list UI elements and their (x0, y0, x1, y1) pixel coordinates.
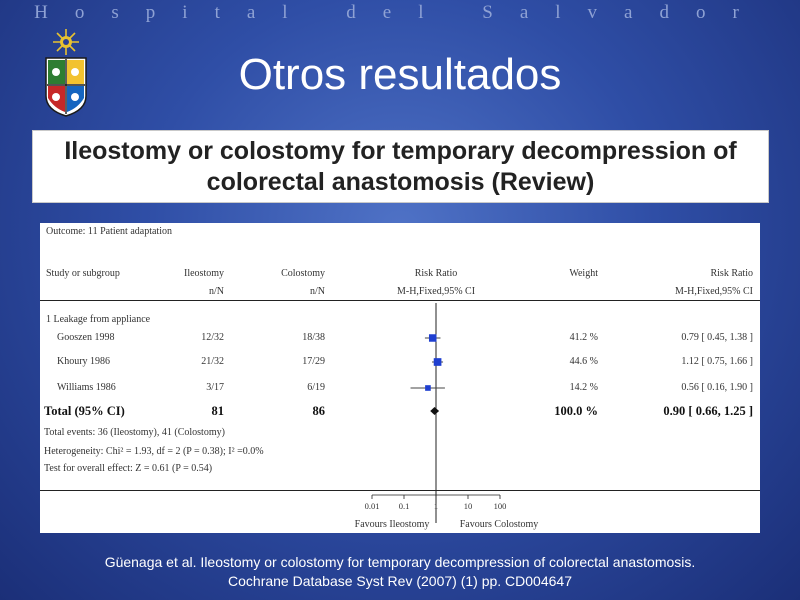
effect-marker (433, 358, 442, 366)
citation-line-2: Cochrane Database Syst Rev (2007) (1) pp… (228, 573, 572, 589)
study-risk-ratio: 0.79 [ 0.45, 1.38 ] (681, 332, 753, 343)
favours-colostomy-label: Favours Colostomy (459, 519, 539, 530)
ileostomy-events: 12/32 (201, 332, 224, 343)
forest-plot-graphic: 0.01 0.1 1 10 100 (365, 303, 507, 523)
study-name: Khoury 1986 (57, 356, 111, 367)
colostomy-events: 17/29 (302, 356, 325, 367)
header-ileostomy: Ileostomy (184, 268, 224, 279)
study-risk-ratio: 1.12 [ 0.75, 1.66 ] (681, 356, 753, 367)
subgroup-label: 1 Leakage from appliance (46, 314, 151, 325)
header-colostomy: Colostomy (281, 268, 325, 279)
axis-tick-label: 100 (494, 501, 507, 511)
axis-tick-label: 0.01 (365, 501, 380, 511)
review-title-box: Ileostomy or colostomy for temporary dec… (32, 130, 769, 203)
study-name: Gooszen 1998 (57, 332, 115, 343)
footer-rule (40, 490, 760, 491)
total-events: Total events: 36 (Ileostomy), 41 (Colost… (44, 427, 225, 438)
header-ileostomy-sub: n/N (209, 286, 224, 297)
sun-emblem (53, 29, 79, 55)
study-weight: 41.2 % (569, 332, 598, 343)
header-risk-ratio-method-2: M-H,Fixed,95% CI (674, 286, 753, 297)
colostomy-events: 18/38 (302, 332, 325, 343)
header-weight: Weight (569, 268, 598, 279)
total-label: Total (95% CI) (44, 404, 125, 418)
total-weight: 100.0 % (554, 404, 598, 418)
ileostomy-events: 21/32 (201, 356, 224, 367)
header-risk-ratio-method: M-H,Fixed,95% CI (396, 286, 476, 297)
crest-shield (45, 57, 87, 117)
total-diamond (430, 407, 440, 415)
colostomy-events: 6/19 (307, 382, 325, 393)
axis-tick-label: 0.1 (399, 501, 410, 511)
overall-effect: Test for overall effect: Z = 0.61 (P = 0… (44, 463, 213, 474)
total-risk-ratio: 0.90 [ 0.66, 1.25 ] (663, 404, 753, 418)
study-name: Williams 1986 (57, 382, 116, 393)
university-crest-logo (45, 29, 87, 117)
outcome-label: Outcome: 11 Patient adaptation (46, 226, 172, 237)
header-risk-ratio-2: Risk Ratio (710, 268, 753, 279)
citation-line-1: Güenaga et al. Ileostomy or colostomy fo… (104, 554, 696, 570)
study-weight: 14.2 % (569, 382, 598, 393)
effect-marker (428, 334, 437, 342)
effect-marker (425, 385, 431, 391)
total-colostomy: 86 (312, 404, 326, 418)
study-risk-ratio: 0.56 [ 0.16, 1.90 ] (681, 382, 753, 393)
axis-tick-label: 1 (434, 501, 438, 511)
review-title-line-1: Ileostomy or colostomy for temporary dec… (64, 137, 737, 165)
axis-tick-label: 10 (464, 501, 473, 511)
header-risk-ratio: Risk Ratio (414, 268, 458, 279)
review-title-line-2: colorectal anastomosis (Review) (206, 168, 595, 196)
header-rule (40, 300, 760, 301)
study-weight: 44.6 % (569, 356, 598, 367)
citation: Güenaga et al. Ileostomy or colostomy fo… (0, 553, 800, 591)
total-ileostomy: 81 (211, 404, 225, 418)
slide-title: Otros resultados (238, 50, 562, 99)
forest-plot-table: Outcome: 11 Patient adaptation Study or … (40, 223, 760, 533)
favours-ileostomy-label: Favours Ileostomy (354, 519, 430, 530)
heterogeneity: Heterogeneity: Chi² = 1.93, df = 2 (P = … (44, 446, 264, 457)
header-study: Study or subgroup (46, 268, 120, 279)
institution-header: Hospital del Salvador (34, 2, 766, 23)
header-colostomy-sub: n/N (310, 286, 325, 297)
ileostomy-events: 3/17 (206, 382, 224, 393)
